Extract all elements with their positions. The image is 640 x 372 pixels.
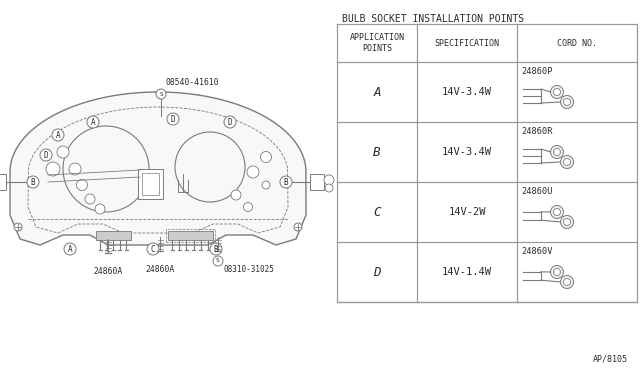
Text: A: A bbox=[91, 118, 95, 126]
Text: A: A bbox=[56, 131, 60, 140]
Circle shape bbox=[14, 223, 22, 231]
Text: 14V-2W: 14V-2W bbox=[448, 207, 486, 217]
Circle shape bbox=[69, 163, 81, 175]
Text: CORD NO.: CORD NO. bbox=[557, 38, 597, 48]
Text: D: D bbox=[373, 266, 381, 279]
Circle shape bbox=[294, 223, 302, 231]
Text: 24860U: 24860U bbox=[521, 187, 552, 196]
Text: 24860R: 24860R bbox=[521, 127, 552, 136]
Text: 24860P: 24860P bbox=[521, 67, 552, 76]
Circle shape bbox=[554, 208, 561, 215]
Circle shape bbox=[280, 176, 292, 188]
Circle shape bbox=[213, 256, 223, 266]
Text: B: B bbox=[373, 145, 381, 158]
Text: 14V-1.4W: 14V-1.4W bbox=[442, 267, 492, 277]
Circle shape bbox=[561, 96, 573, 109]
Circle shape bbox=[247, 166, 259, 178]
Circle shape bbox=[563, 218, 570, 225]
Circle shape bbox=[554, 269, 561, 276]
Circle shape bbox=[156, 89, 166, 99]
Circle shape bbox=[64, 243, 76, 255]
Text: S: S bbox=[216, 259, 220, 263]
Bar bbox=[168, 231, 213, 240]
Circle shape bbox=[563, 99, 570, 106]
Text: 14V-3.4W: 14V-3.4W bbox=[442, 147, 492, 157]
Circle shape bbox=[243, 202, 253, 212]
Circle shape bbox=[550, 266, 563, 279]
Text: B: B bbox=[31, 177, 35, 186]
Circle shape bbox=[77, 180, 88, 190]
Bar bbox=[138, 169, 163, 199]
Text: 08540-41610: 08540-41610 bbox=[166, 78, 220, 87]
Polygon shape bbox=[10, 92, 306, 245]
Text: 24860A: 24860A bbox=[93, 267, 123, 276]
Circle shape bbox=[262, 181, 270, 189]
Circle shape bbox=[46, 162, 60, 176]
Circle shape bbox=[550, 86, 563, 99]
Circle shape bbox=[554, 89, 561, 96]
Text: B: B bbox=[284, 177, 288, 186]
Text: A: A bbox=[68, 244, 72, 253]
Text: AP/8105: AP/8105 bbox=[593, 355, 628, 364]
Text: 14V-3.4W: 14V-3.4W bbox=[442, 87, 492, 97]
Circle shape bbox=[561, 155, 573, 169]
Circle shape bbox=[561, 215, 573, 228]
Text: C: C bbox=[373, 205, 381, 218]
Circle shape bbox=[260, 151, 271, 163]
Circle shape bbox=[87, 116, 99, 128]
Text: A: A bbox=[373, 86, 381, 99]
Circle shape bbox=[147, 243, 159, 255]
Circle shape bbox=[550, 205, 563, 218]
Circle shape bbox=[167, 113, 179, 125]
Circle shape bbox=[27, 176, 39, 188]
Circle shape bbox=[224, 116, 236, 128]
Text: D: D bbox=[228, 118, 232, 126]
Circle shape bbox=[85, 194, 95, 204]
Circle shape bbox=[563, 279, 570, 285]
Circle shape bbox=[52, 129, 64, 141]
Text: BULB SOCKET INSTALLATION POINTS: BULB SOCKET INSTALLATION POINTS bbox=[342, 14, 524, 24]
Circle shape bbox=[40, 149, 52, 161]
Bar bbox=[0, 174, 6, 190]
Text: D: D bbox=[44, 151, 48, 160]
Bar bbox=[166, 229, 215, 242]
Circle shape bbox=[95, 204, 105, 214]
Circle shape bbox=[561, 276, 573, 289]
Text: 24860V: 24860V bbox=[521, 247, 552, 256]
Circle shape bbox=[550, 145, 563, 158]
Text: 24860A: 24860A bbox=[145, 265, 175, 274]
Text: APPLICATION
POINTS: APPLICATION POINTS bbox=[349, 33, 404, 53]
Text: S: S bbox=[159, 92, 163, 96]
Circle shape bbox=[325, 184, 333, 192]
Text: D: D bbox=[171, 115, 175, 124]
Circle shape bbox=[324, 175, 334, 185]
Circle shape bbox=[231, 190, 241, 200]
Text: 08310-31025: 08310-31025 bbox=[223, 265, 274, 274]
Circle shape bbox=[554, 148, 561, 155]
Bar bbox=[310, 174, 324, 190]
Text: SPECIFICATION: SPECIFICATION bbox=[435, 38, 499, 48]
Circle shape bbox=[210, 243, 222, 255]
Circle shape bbox=[57, 146, 69, 158]
Bar bbox=[142, 173, 159, 195]
Text: C: C bbox=[150, 244, 156, 253]
Circle shape bbox=[563, 158, 570, 166]
Bar bbox=[96, 231, 131, 240]
Text: B: B bbox=[214, 244, 218, 253]
